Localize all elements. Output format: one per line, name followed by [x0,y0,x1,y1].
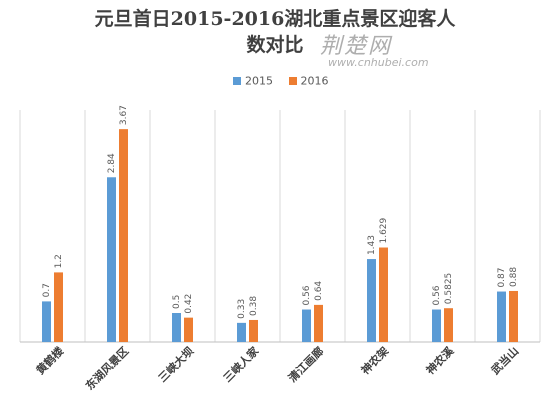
bar-2015-7 [497,291,506,342]
bar-2016-6 [444,308,453,342]
legend-item-2016: 2016 [288,74,329,88]
bar-2016-5 [379,247,388,342]
chart-title-line2: 数对比 [246,34,304,56]
bar-2016-7 [509,290,518,342]
x-tick-label-1: 东湖风景区 [82,344,131,393]
data-label-2016-6: 0.5825 [444,273,454,305]
bar-2016-2 [184,317,193,342]
data-label-2016-0: 1.2 [54,254,64,268]
bar-2016-4 [314,304,323,342]
legend-label-2016: 2016 [300,74,329,88]
bar-2015-1 [107,177,116,342]
x-tick-label-7: 武当山 [488,344,521,377]
watermark-url: www.cnhubei.com [328,56,429,69]
bar-2015-6 [432,309,441,342]
data-label-2015-0: 0.7 [42,283,52,297]
watermark-logo: 荆楚网 www.cnhubei.com [320,28,429,69]
chart-legend: 2015 2016 [233,74,341,88]
watermark-text: 荆楚网 [320,34,393,59]
x-tick-label-4: 清江画廊 [285,344,326,385]
data-label-2016-3: 0.38 [249,296,259,316]
legend-item-2015: 2015 [233,74,273,88]
bar-2015-5 [367,259,376,342]
data-label-2015-2: 0.5 [172,295,182,309]
data-label-2015-7: 0.87 [497,267,507,287]
bar-2015-0 [42,301,51,342]
bar-2015-2 [172,313,181,342]
bar-2016-1 [119,129,128,342]
legend-swatch-2016 [288,77,297,85]
legend-swatch-2015 [233,77,241,85]
data-label-2015-5: 1.43 [367,235,377,255]
bar-2015-3 [237,322,246,342]
data-label-2015-6: 0.56 [432,285,442,305]
bar-2016-0 [54,272,63,342]
data-label-2015-4: 0.56 [302,285,312,305]
legend-label-2015: 2015 [245,74,273,88]
x-tick-label-0: 黄鹤楼 [33,344,66,377]
data-label-2015-3: 0.33 [237,299,247,319]
chart-title-line1: 元旦首日2015-2016湖北重点景区迎客人 [94,8,456,30]
x-tick-label-6: 神农溪 [423,343,457,377]
data-label-2016-7: 0.88 [509,267,519,287]
data-label-2016-1: 3.67 [119,105,129,125]
data-label-2016-4: 0.64 [314,281,324,301]
data-label-2015-1: 2.84 [107,153,117,173]
bar-2015-4 [302,309,311,342]
data-label-2016-5: 1.629 [379,217,389,243]
x-tick-label-2: 三峡大坝 [155,344,196,385]
bar-2016-3 [249,319,258,342]
data-label-2016-2: 0.42 [184,294,194,314]
x-tick-label-3: 三峡人家 [220,343,262,385]
x-tick-label-5: 神农架 [358,344,391,377]
